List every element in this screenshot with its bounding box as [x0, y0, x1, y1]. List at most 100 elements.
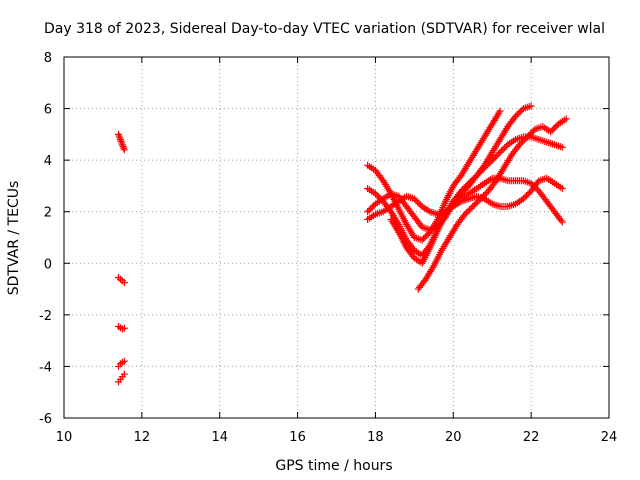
data-point: [457, 190, 465, 198]
data-point: [120, 144, 128, 152]
data-point: [512, 112, 520, 120]
data-point: [459, 188, 467, 196]
data-point: [548, 126, 556, 134]
x-tick-label: 18: [367, 430, 384, 445]
data-point: [529, 127, 537, 135]
data-point: [525, 131, 533, 139]
data-point: [460, 187, 468, 195]
data-point: [496, 107, 504, 115]
data-point: [115, 130, 122, 138]
plot-frame: [63, 56, 610, 419]
data-point: [469, 203, 477, 211]
series-s6: [364, 107, 504, 244]
x-tick-label: 14: [211, 430, 228, 445]
data-point: [520, 136, 528, 144]
data-point: [519, 195, 527, 203]
data-point: [479, 163, 487, 171]
data-point: [494, 150, 502, 158]
data-point: [527, 102, 535, 110]
data-point: [551, 123, 559, 131]
data-point: [410, 195, 418, 203]
data-point: [116, 134, 124, 142]
series-s3: [115, 322, 128, 333]
data-point: [417, 201, 425, 209]
data-point: [558, 218, 566, 226]
data-point: [409, 252, 417, 260]
data-point: [449, 197, 457, 205]
data-point: [454, 193, 462, 201]
series-s4: [115, 357, 128, 370]
y-tick-label: 6: [44, 103, 52, 118]
data-point: [452, 194, 460, 202]
data-point: [117, 137, 125, 145]
x-tick-label: 10: [56, 430, 73, 445]
data-point: [530, 182, 538, 190]
data-point: [119, 142, 127, 150]
data-point: [364, 208, 372, 216]
data-point: [501, 144, 509, 152]
data-point: [558, 185, 566, 193]
data-point: [557, 216, 565, 224]
data-points: [115, 102, 570, 386]
data-point: [498, 147, 506, 155]
data-point: [496, 148, 504, 156]
data-point: [522, 192, 530, 200]
data-point: [490, 155, 498, 163]
data-point: [493, 152, 501, 160]
data-point: [481, 190, 489, 198]
data-point: [522, 134, 530, 142]
data-point: [517, 139, 525, 147]
x-tick-label: 22: [523, 430, 540, 445]
data-point: [420, 235, 428, 243]
data-point: [373, 191, 381, 199]
data-point: [475, 196, 483, 204]
data-point: [518, 106, 526, 114]
data-point: [515, 109, 523, 117]
data-point: [478, 193, 486, 201]
data-point: [523, 133, 531, 141]
y-axis-ticks: -6 -4 -2 0 2 4 6 8: [39, 51, 609, 427]
y-tick-label: 8: [44, 51, 52, 66]
x-tick-label: 12: [134, 430, 151, 445]
x-tick-label: 24: [601, 430, 618, 445]
data-point: [370, 202, 378, 210]
data-point: [120, 324, 128, 332]
data-point: [491, 153, 499, 161]
data-point: [553, 122, 561, 130]
data-point: [472, 199, 480, 207]
data-point: [499, 145, 507, 153]
series-s10: [387, 102, 535, 267]
x-axis-ticks: 10 12 14 16 18 20 22 24: [56, 57, 618, 445]
data-point: [463, 209, 471, 217]
y-tick-label: -6: [39, 412, 52, 427]
data-point: [532, 184, 540, 192]
data-point: [550, 125, 558, 133]
series-s2: [115, 273, 128, 287]
data-point: [120, 279, 128, 287]
data-point: [470, 201, 478, 209]
data-point: [120, 370, 128, 378]
data-point: [120, 357, 128, 365]
data-point: [118, 139, 126, 147]
data-point: [529, 181, 537, 189]
data-point: [378, 175, 386, 183]
series-s11: [414, 115, 570, 293]
data-point: [365, 206, 373, 214]
data-point: [547, 128, 555, 136]
data-point: [421, 276, 429, 284]
y-tick-label: -4: [39, 360, 52, 375]
data-point: [120, 146, 128, 154]
x-tick-label: 20: [445, 430, 462, 445]
y-axis-label: SDTVAR / TECUs: [6, 181, 22, 296]
data-point: [115, 132, 123, 140]
data-point: [527, 179, 535, 187]
data-point: [462, 185, 470, 193]
y-tick-label: 2: [44, 206, 52, 221]
data-point: [502, 142, 510, 150]
chart-title: Day 318 of 2023, Sidereal Day-to-day VTE…: [44, 21, 605, 37]
data-point: [456, 191, 464, 199]
data-point: [421, 233, 429, 241]
data-point: [464, 207, 472, 215]
series-s8: [364, 174, 566, 234]
